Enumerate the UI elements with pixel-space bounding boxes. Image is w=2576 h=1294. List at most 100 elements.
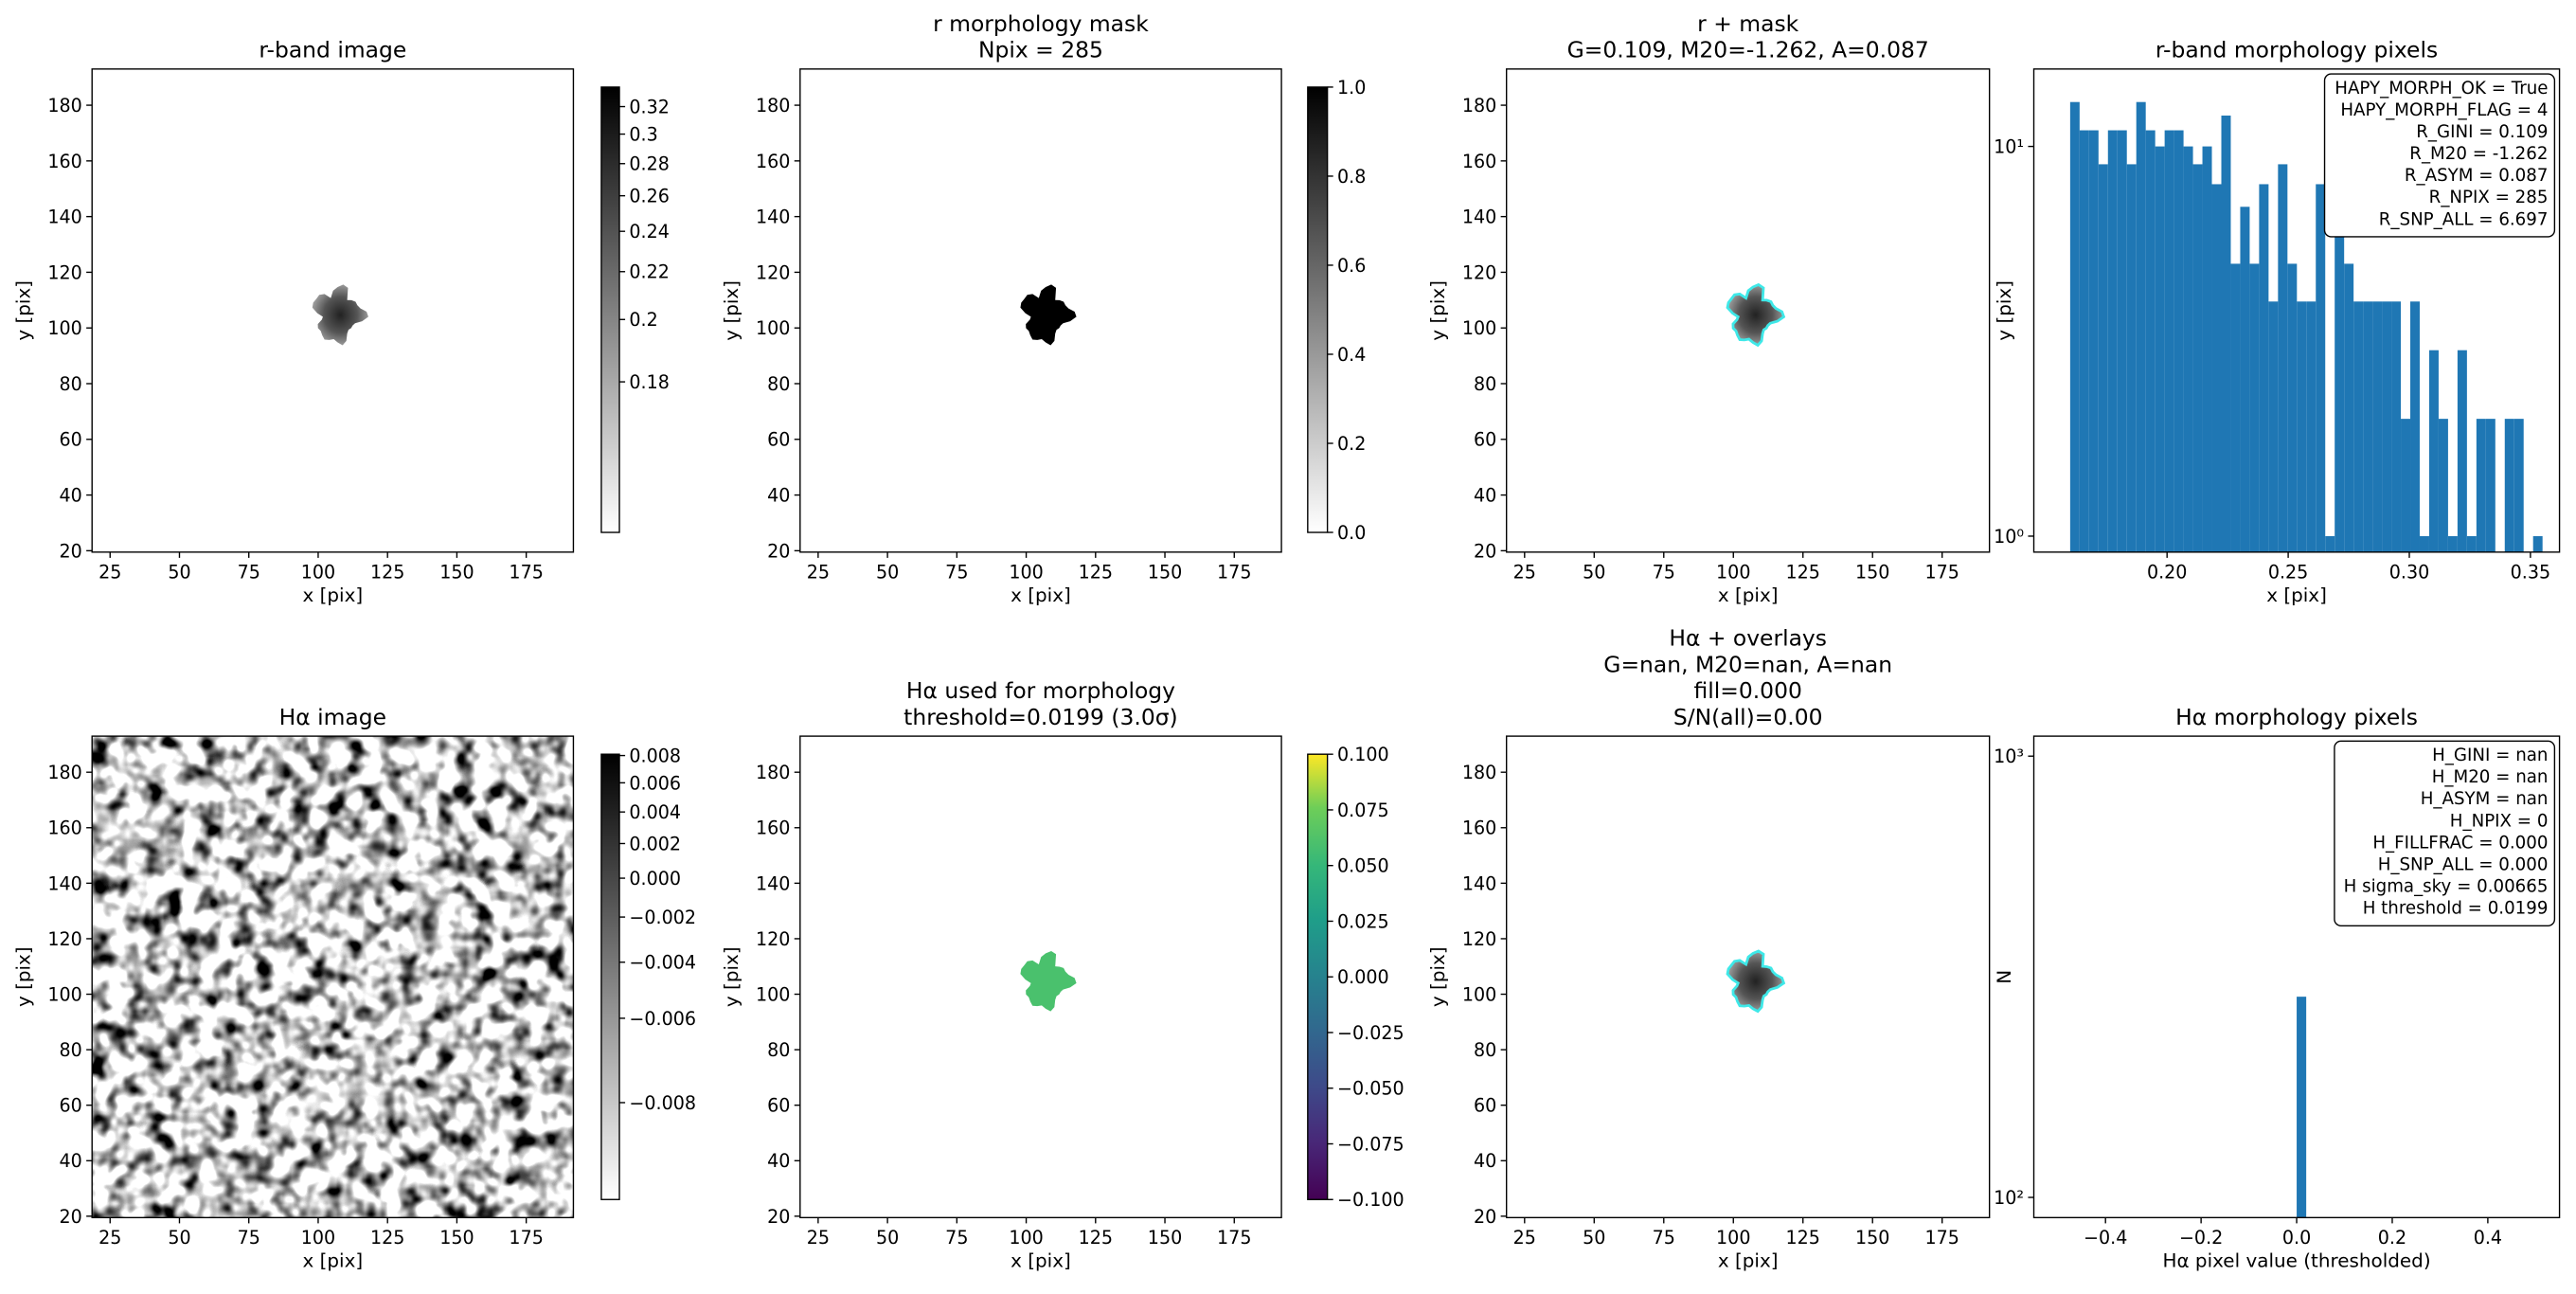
y-tick-label: 10¹ (1994, 137, 2024, 158)
x-tick-label: −0.4 (2084, 1228, 2127, 1249)
y-tick-label: 120 (1462, 929, 1496, 950)
y-tick-label: 140 (756, 873, 790, 894)
y-tick-label: 100 (47, 984, 81, 1005)
hist-bar (2513, 419, 2524, 552)
hist-bar (2098, 164, 2108, 552)
y-tick-label: 100 (756, 318, 790, 339)
x-tick-label: 25 (98, 563, 121, 584)
hist-bar (2325, 535, 2335, 552)
colorbar-tick-label: 1.0 (1337, 78, 1366, 99)
y-tick-label: 100 (1462, 984, 1496, 1005)
y-tick-label: 160 (1462, 818, 1496, 839)
hist-bar (2278, 164, 2288, 552)
colorbar-tick-label: 0.28 (629, 154, 669, 175)
x-tick-label: 150 (439, 563, 474, 584)
x-tick-label: 100 (301, 1228, 335, 1249)
y-tick-label: 140 (1462, 873, 1496, 894)
hist-bar (2268, 301, 2279, 552)
axes-frame (91, 68, 575, 553)
colorbar-tick-label: 0.002 (629, 834, 681, 854)
y-axis-label: y [pix] (11, 946, 34, 1007)
colorbar-tick-label: 0.008 (629, 746, 681, 767)
y-tick-label: 10² (1994, 1188, 2024, 1209)
colorbar-tick-label: 0.004 (629, 802, 681, 823)
panel-title: fill=0.000 (1694, 677, 1802, 704)
colorbar-tick-label: −0.006 (629, 1009, 696, 1030)
panel-title: r + mask (1697, 10, 1798, 37)
galaxy-blob (1726, 949, 1786, 1014)
y-tick-label: 180 (1462, 763, 1496, 783)
hist-bar (2164, 130, 2174, 552)
plot-area (2069, 101, 2543, 552)
axes-frame (799, 735, 1282, 1219)
y-axis-label: y [pix] (1426, 946, 1449, 1007)
x-tick-label: 125 (1786, 563, 1820, 584)
y-tick-label: 60 (60, 1096, 82, 1117)
x-tick-label: 150 (1148, 563, 1182, 584)
hist-bar (2230, 263, 2241, 552)
panel-title: threshold=0.0199 (3.0σ) (903, 704, 1178, 730)
x-axis-label: x [pix] (1718, 1249, 1779, 1271)
hist-bar (2136, 101, 2146, 552)
plot-area (1726, 282, 1786, 348)
plot-area (1020, 950, 1077, 1012)
y-axis-label: y [pix] (11, 280, 34, 341)
y-tick-label: 20 (1474, 1207, 1496, 1228)
panel-title: r-band image (259, 37, 406, 63)
colorbar-tick-label: 0.4 (1337, 345, 1366, 366)
y-tick-label: 60 (1474, 430, 1496, 451)
y-tick-label: 40 (1474, 486, 1496, 507)
x-axis-label: Hα pixel value (thresholded) (2162, 1249, 2430, 1271)
galaxy-blob (312, 284, 368, 346)
x-tick-label: 25 (98, 1228, 121, 1249)
x-tick-label: 50 (168, 1228, 190, 1249)
x-tick-label: 0.30 (2389, 563, 2429, 584)
x-tick-label: 125 (370, 563, 404, 584)
axes-frame (1506, 68, 1991, 553)
hist-bar (2202, 146, 2212, 552)
x-tick-label: 125 (1786, 1228, 1820, 1249)
noise-image (92, 736, 574, 1218)
hist-bar (2107, 130, 2118, 552)
colorbar-tick-label: 0.32 (629, 97, 669, 117)
y-tick-label: 100 (1462, 318, 1496, 339)
x-tick-label: 100 (1716, 1228, 1750, 1249)
x-tick-label: 50 (1583, 1228, 1605, 1249)
annotation-line: H_FILLFRAC = 0.000 (2372, 833, 2548, 853)
x-tick-label: 50 (168, 563, 190, 584)
y-axis-label: y [pix] (1426, 280, 1449, 341)
y-tick-label: 180 (756, 96, 790, 117)
annotation-line: HAPY_MORPH_FLAG = 4 (2340, 100, 2548, 120)
y-axis-label: N (1993, 970, 2015, 984)
panel-title: r morphology mask (933, 10, 1149, 37)
hist-bar (2485, 419, 2496, 552)
y-tick-label: 140 (756, 207, 790, 228)
panel-title: r-band morphology pixels (2156, 37, 2438, 63)
x-tick-label: 75 (238, 563, 260, 584)
colorbar-tick-label: 0.050 (1337, 856, 1389, 877)
annotation-line: R_GINI = 0.109 (2416, 122, 2548, 142)
panel-title: Hα morphology pixels (2175, 704, 2418, 730)
colorbar (1307, 86, 1329, 533)
y-tick-label: 100 (47, 318, 81, 339)
galaxy-blob (1726, 282, 1786, 348)
y-tick-label: 40 (60, 1151, 82, 1172)
axes-frame (91, 735, 575, 1219)
y-tick-label: 80 (1474, 1040, 1496, 1061)
x-tick-label: 0.35 (2511, 563, 2550, 584)
colorbar-tick-label: 0.6 (1337, 256, 1366, 277)
y-tick-label: 40 (767, 1151, 790, 1172)
y-axis-label: y [pix] (720, 946, 742, 1007)
y-tick-label: 120 (47, 262, 81, 283)
panel-title: Hα used for morphology (906, 677, 1175, 704)
annotation-box (2323, 73, 2556, 238)
hist-bar (2117, 130, 2127, 552)
x-tick-label: 150 (1855, 563, 1889, 584)
hist-bar (2126, 164, 2137, 552)
x-tick-label: 0.0 (2282, 1228, 2311, 1249)
hist-bar (2316, 184, 2326, 552)
x-axis-label: x [pix] (302, 584, 363, 606)
x-tick-label: 50 (1583, 563, 1605, 584)
annotation-line: H_SNP_ALL = 0.000 (2378, 854, 2549, 874)
hist-bar (2382, 301, 2392, 552)
